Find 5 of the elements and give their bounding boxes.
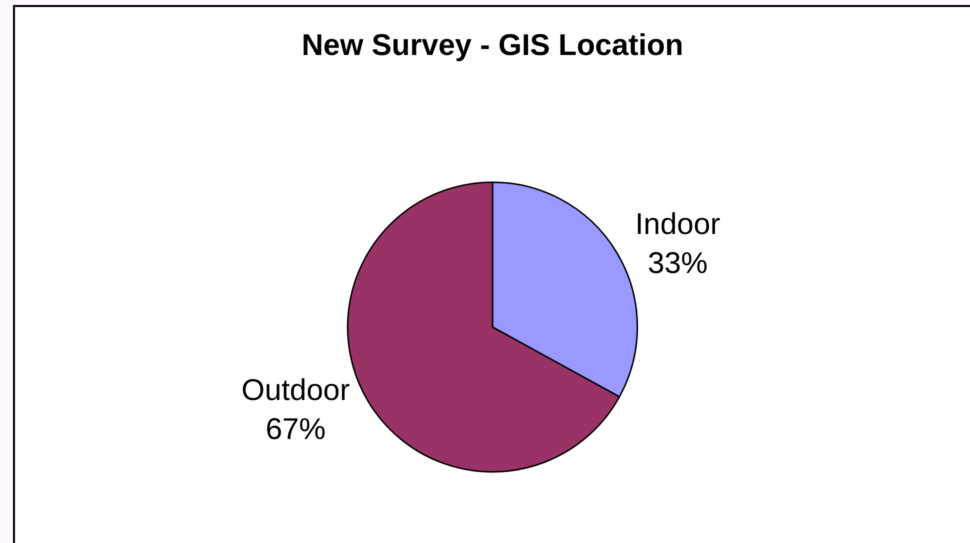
data-label: 67% — [266, 413, 326, 446]
data-label: 33% — [648, 246, 708, 280]
slice-label: Outdoor — [241, 374, 350, 408]
slice-label: Indoor — [635, 208, 720, 241]
chart-title: New Survey - GIS Location — [302, 29, 684, 62]
